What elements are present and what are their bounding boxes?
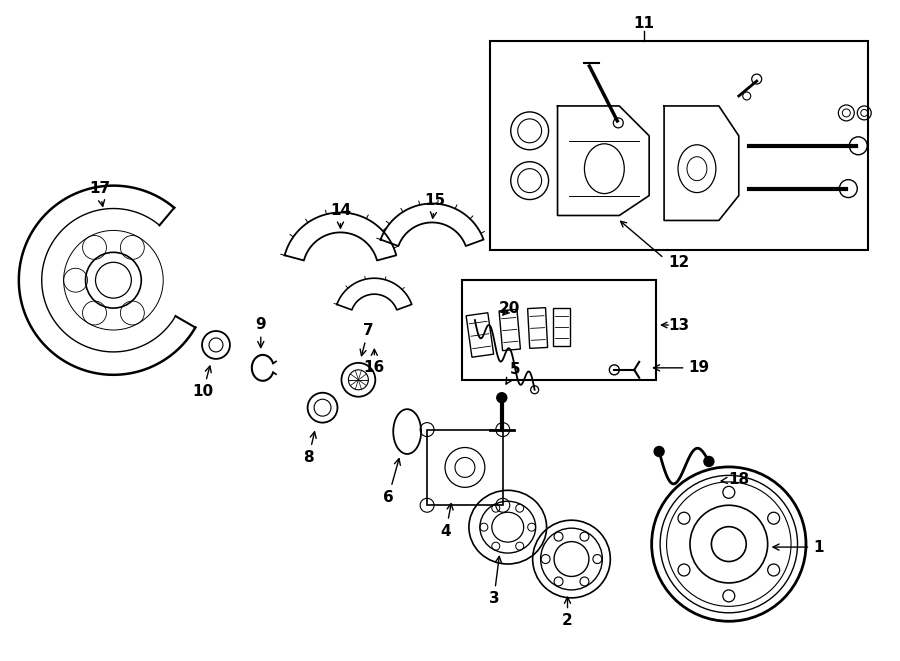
Text: 2: 2 xyxy=(562,598,573,628)
Text: 1: 1 xyxy=(773,539,824,555)
Text: 11: 11 xyxy=(634,16,654,31)
Text: 10: 10 xyxy=(193,366,213,399)
Text: 5: 5 xyxy=(506,362,520,384)
Text: 16: 16 xyxy=(364,349,385,375)
Circle shape xyxy=(497,393,507,403)
Text: 15: 15 xyxy=(425,193,446,218)
Bar xyxy=(462,280,656,380)
Text: 13: 13 xyxy=(669,317,689,332)
Text: 9: 9 xyxy=(256,317,266,348)
Text: 4: 4 xyxy=(441,504,453,539)
Bar xyxy=(490,41,868,251)
Text: 3: 3 xyxy=(489,557,501,606)
Text: 12: 12 xyxy=(669,254,689,270)
Text: 20: 20 xyxy=(500,301,520,315)
Circle shape xyxy=(704,457,714,467)
Text: 8: 8 xyxy=(303,432,316,465)
Text: 6: 6 xyxy=(382,459,400,505)
Text: 19: 19 xyxy=(653,360,709,375)
Text: 7: 7 xyxy=(360,323,373,356)
Text: 17: 17 xyxy=(89,181,110,206)
Text: 14: 14 xyxy=(330,203,351,228)
Circle shape xyxy=(654,447,664,457)
Text: 18: 18 xyxy=(721,472,750,487)
